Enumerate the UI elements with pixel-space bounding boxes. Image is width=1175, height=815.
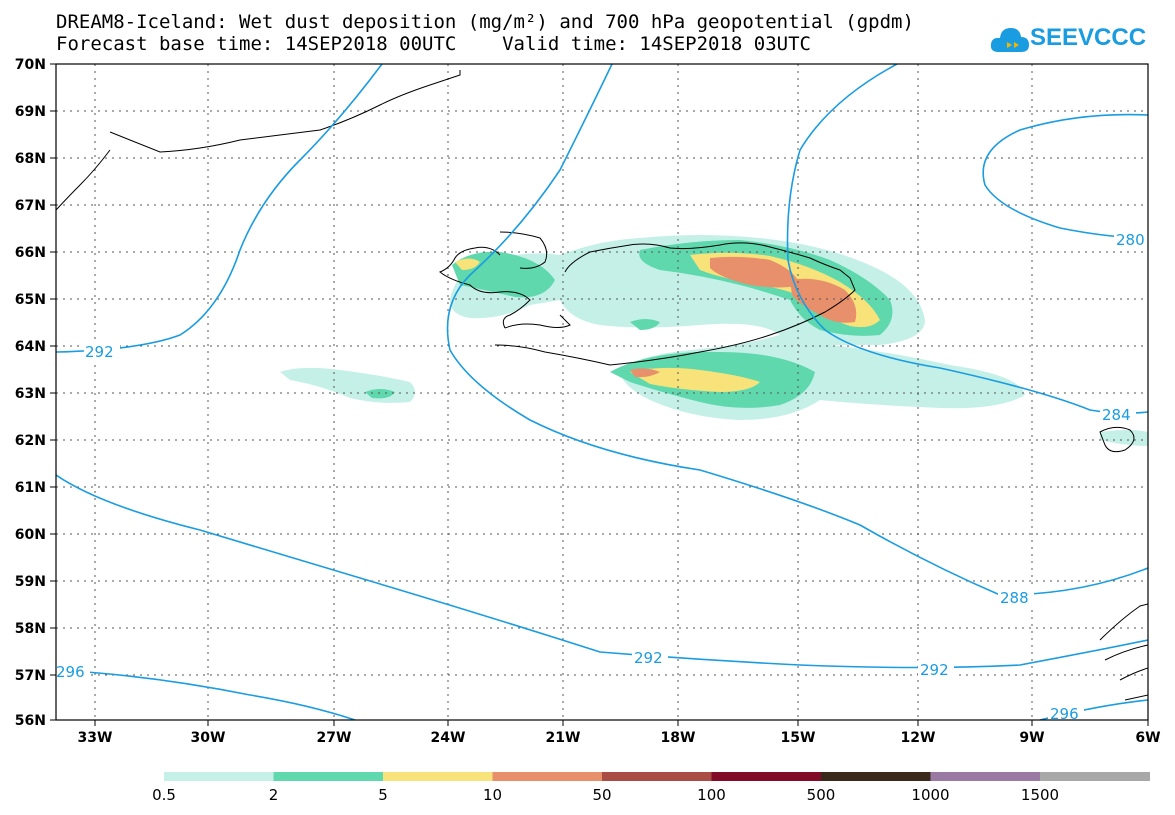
- lon-label: 12W: [901, 730, 936, 746]
- colorbar-label: 2: [269, 786, 279, 804]
- latitude-labels: 70N 69N 68N 67N 66N 65N 64N 63N 62N 61N …: [15, 57, 46, 729]
- colorbar: 0.5 2 5 10 50 100 500 1000 1500: [152, 772, 1150, 804]
- colorbar-label: 1000: [911, 786, 949, 804]
- colorbar-segment: [1040, 772, 1150, 781]
- graticule: [56, 64, 1148, 720]
- lat-label: 66N: [15, 245, 46, 261]
- map-title: DREAM8-Iceland: Wet dust deposition (mg/…: [56, 11, 914, 33]
- contour-label-292-central: 292: [634, 649, 663, 667]
- lon-label: 9W: [1019, 730, 1044, 746]
- colorbar-label: 100: [697, 786, 726, 804]
- map-subtitle: Forecast base time: 14SEP2018 00UTC Vali…: [56, 33, 811, 55]
- lon-label: 27W: [317, 730, 352, 746]
- contour-label-296-west: 296: [56, 663, 85, 681]
- seevccc-logo: SEEVCCC: [990, 20, 1160, 60]
- colorbar-label: 1500: [1021, 786, 1059, 804]
- contour-label-292-east: 292: [920, 661, 949, 679]
- contour-label-284: 284: [1102, 406, 1131, 424]
- geopotential-contours: [56, 64, 1148, 720]
- colorbar-segment: [930, 772, 1041, 781]
- lon-label: 21W: [546, 730, 581, 746]
- lat-label: 69N: [15, 104, 46, 120]
- colorbar-label: 5: [378, 786, 388, 804]
- map-border: [55, 63, 1149, 721]
- lon-label: 33W: [78, 730, 113, 746]
- colorbar-segment: [711, 772, 822, 781]
- lon-label: 24W: [431, 730, 466, 746]
- contour-label-292-west: 292: [85, 343, 114, 361]
- dust-shading: [280, 235, 1148, 446]
- colorbar-segment: [602, 772, 712, 781]
- colorbar-segment: [821, 772, 931, 781]
- logo-text: SEEVCCC: [1030, 24, 1147, 51]
- lon-label: 30W: [191, 730, 226, 746]
- lat-label: 67N: [15, 198, 46, 214]
- lat-label: 64N: [15, 339, 46, 355]
- lat-label: 61N: [15, 480, 46, 496]
- colorbar-segment: [383, 772, 493, 781]
- lat-label: 57N: [15, 668, 46, 684]
- lat-label: 63N: [15, 386, 46, 402]
- colorbar-label: 0.5: [152, 786, 176, 804]
- colorbar-label: 500: [807, 786, 836, 804]
- lon-label: 6W: [1135, 730, 1160, 746]
- lat-label: 62N: [15, 433, 46, 449]
- contour-label-280: 280: [1116, 231, 1145, 249]
- colorbar-segment: [164, 772, 274, 781]
- colorbar-label: 10: [483, 786, 502, 804]
- cloud-icon: [990, 28, 1029, 52]
- coastlines: [56, 70, 1148, 701]
- lat-label: 65N: [15, 292, 46, 308]
- longitude-labels: 33W 30W 27W 24W 21W 18W 15W 12W 9W 6W: [78, 730, 1161, 746]
- colorbar-segment: [273, 772, 384, 781]
- lat-label: 70N: [15, 57, 46, 73]
- colorbar-label: 50: [592, 786, 611, 804]
- contour-label-296-east: 296: [1050, 705, 1079, 723]
- lon-label: 18W: [661, 730, 696, 746]
- tick-marks: [50, 63, 1149, 726]
- lat-label: 58N: [15, 621, 46, 637]
- contour-label-288: 288: [1000, 589, 1029, 607]
- lat-label: 68N: [15, 151, 46, 167]
- lon-label: 15W: [781, 730, 816, 746]
- lat-label: 56N: [15, 713, 46, 729]
- colorbar-segment: [492, 772, 603, 781]
- contour-labels: 292 292 292 296 296 288 284 280: [56, 230, 1148, 723]
- lat-label: 59N: [15, 574, 46, 590]
- lat-label: 60N: [15, 527, 46, 543]
